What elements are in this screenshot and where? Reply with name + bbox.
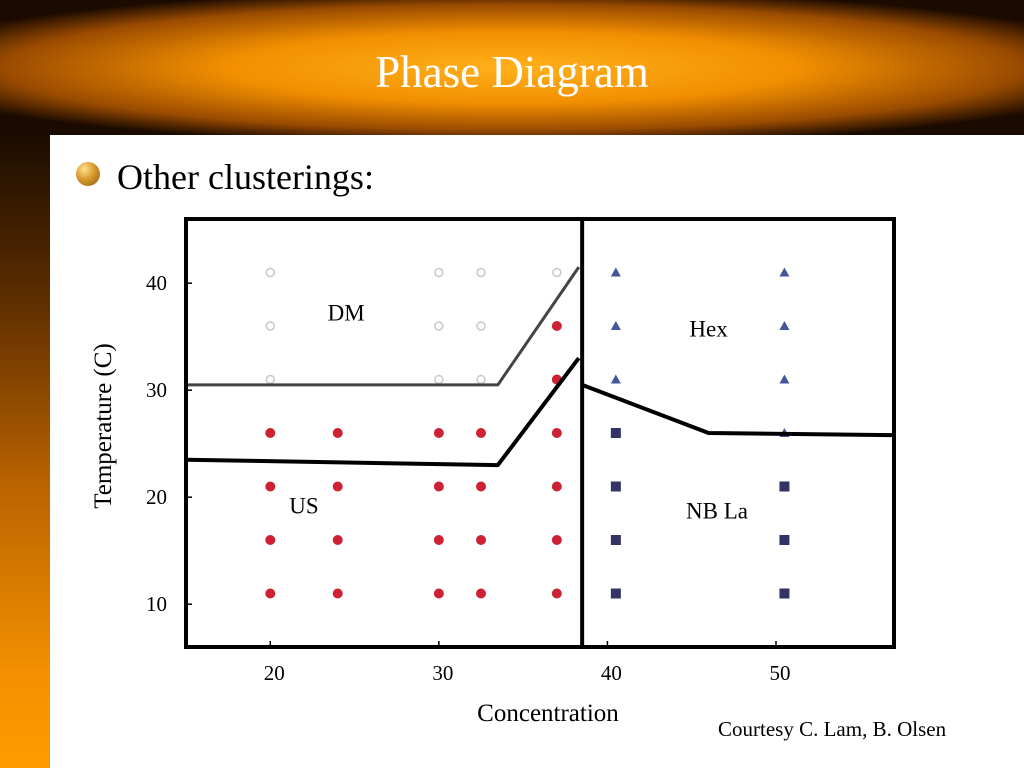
y-tick-label: 40 [146, 271, 167, 295]
data-point-filled [551, 588, 562, 599]
data-point-square [779, 588, 790, 599]
x-tick-label: 50 [770, 661, 791, 685]
data-point-open [434, 267, 444, 278]
data-point-filled [332, 481, 343, 492]
region-label: US [289, 493, 318, 518]
data-point-open [265, 321, 276, 331]
data-point-triangle [779, 321, 790, 330]
data-point-filled [433, 428, 444, 438]
data-point-triangle [779, 374, 790, 384]
data-point-square [779, 481, 790, 492]
region-label: Hex [689, 317, 728, 342]
data-point-filled [551, 481, 562, 492]
data-point-filled [551, 535, 562, 545]
region-label: DM [328, 301, 365, 326]
credit-text: Courtesy C. Lam, B. Olsen [718, 717, 947, 741]
data-point-open [476, 321, 486, 331]
data-point-filled [265, 481, 276, 492]
title-bar: Phase Diagram [0, 0, 1024, 135]
data-point-filled [265, 588, 276, 599]
phase-boundary [185, 356, 581, 468]
data-point-filled [433, 588, 444, 599]
y-tick-label: 20 [146, 485, 167, 509]
x-tick-label: 20 [264, 661, 285, 685]
data-point-filled [433, 481, 444, 492]
left-decorative-strip [0, 135, 50, 768]
data-point-square [610, 428, 621, 438]
bullet-text: Other clusterings: [117, 157, 374, 197]
data-point-square [610, 535, 621, 545]
x-tick-label: 30 [432, 661, 453, 685]
data-point-filled [332, 428, 343, 438]
x-tick-label: 40 [601, 661, 622, 685]
slide-title: Phase Diagram [375, 47, 649, 97]
y-axis-label: Temperature (C) [90, 343, 117, 509]
phase-boundary [581, 382, 895, 438]
data-point-filled [551, 428, 562, 438]
x-axis-label: Concentration [477, 700, 619, 727]
data-point-open [476, 267, 486, 278]
data-point-filled [476, 588, 486, 599]
data-point-triangle [779, 267, 790, 277]
region-label: NB La [686, 499, 748, 524]
data-point-filled [332, 588, 343, 599]
data-point-filled [265, 535, 276, 545]
data-point-filled [332, 535, 343, 545]
data-point-square [610, 481, 621, 492]
data-point-filled [551, 321, 562, 331]
data-point-triangle [610, 321, 621, 330]
data-point-filled [476, 535, 486, 545]
data-point-triangle [610, 267, 621, 277]
bullet-icon [76, 162, 100, 186]
plot-frame [184, 217, 896, 649]
data-point-filled [433, 535, 444, 545]
data-point-filled [476, 428, 486, 438]
data-point-open [434, 321, 444, 331]
data-point-filled [476, 481, 486, 492]
phase-boundary [186, 266, 581, 387]
data-point-filled [265, 428, 276, 438]
y-tick-label: 10 [146, 592, 167, 616]
y-tick-label: 30 [146, 378, 167, 402]
data-point-open [265, 267, 276, 278]
data-point-square [779, 535, 790, 545]
data-point-square [610, 588, 621, 599]
data-point-open [552, 267, 562, 278]
data-point-triangle [610, 374, 621, 384]
